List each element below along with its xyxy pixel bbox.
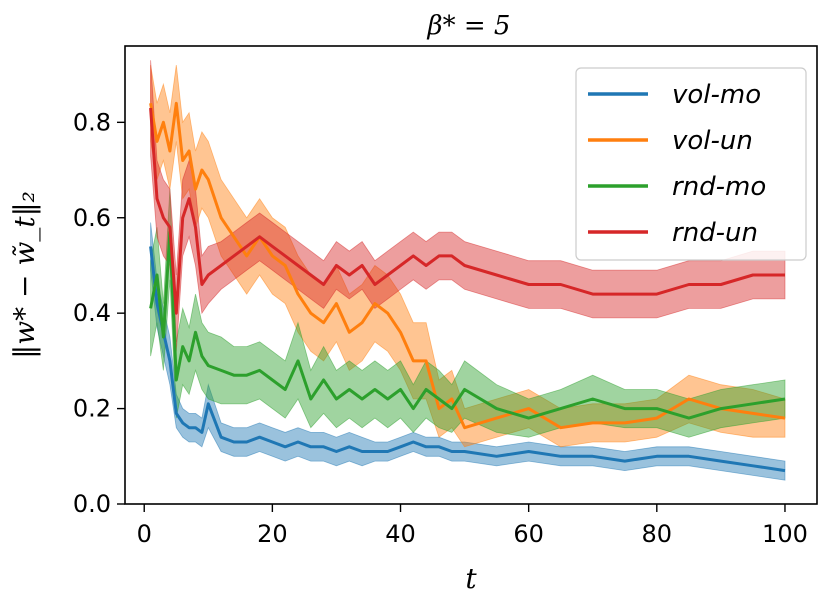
vol-un-legend-label: vol-un: [672, 126, 753, 156]
y-tick-label: 0.6: [73, 204, 111, 232]
vol-mo-line: [149, 246, 786, 473]
chart-title: β* = 5: [427, 11, 511, 41]
rnd-un-legend-label: rnd-un: [672, 218, 758, 248]
x-tick-label: 20: [257, 520, 288, 548]
x-axis-label: t: [465, 562, 477, 595]
y-tick-label: 0.2: [73, 395, 111, 423]
y-tick-label: 0.0: [73, 490, 111, 518]
x-tick-label: 0: [137, 520, 152, 548]
vol-mo-legend-label: vol-mo: [672, 80, 761, 110]
rnd-mo-legend-label: rnd-mo: [672, 172, 766, 202]
y-axis-label: ‖w* − w̃_t‖₂: [8, 191, 41, 359]
vol-un-line: [149, 101, 786, 430]
y-tick-label: 0.4: [73, 299, 111, 327]
x-tick-label: 40: [385, 520, 416, 548]
plot-frame: [124, 45, 818, 505]
x-tick-label: 60: [513, 520, 544, 548]
rnd-un-line: [149, 107, 785, 315]
x-tick-label: 80: [642, 520, 673, 548]
legend-box: [575, 67, 807, 261]
vol-mo-band: [150, 222, 786, 481]
y-axis: 0.0 0.2 0.4 0.6 0.8: [73, 108, 125, 518]
series-lines: [149, 101, 786, 473]
rnd-mo-line: [149, 230, 786, 420]
x-axis: 0 20 40 60 80 100: [137, 504, 808, 548]
rnd-un-band: [150, 60, 786, 352]
y-tick-label: 0.8: [73, 108, 111, 136]
x-tick-label: 100: [762, 520, 808, 548]
legend: vol-mo vol-un rnd-mo rnd-un: [575, 67, 807, 261]
